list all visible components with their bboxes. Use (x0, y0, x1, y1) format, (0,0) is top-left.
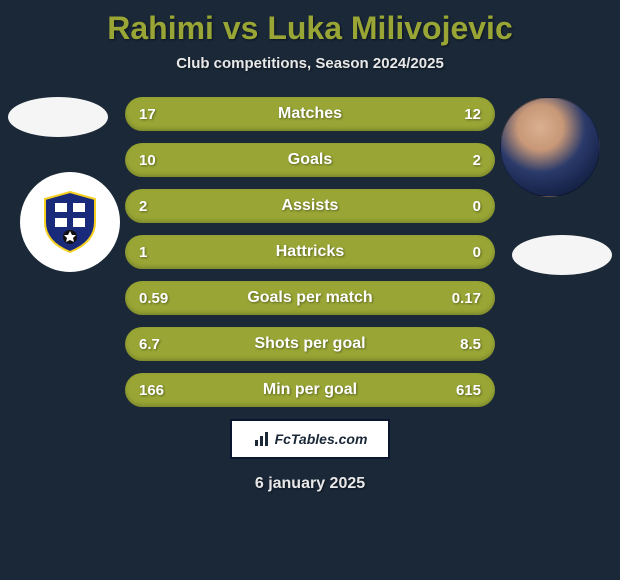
stat-label: Goals per match (125, 289, 495, 307)
comparison-container: 17 Matches 12 10 Goals 2 2 Assists 0 1 H… (0, 97, 620, 407)
player-right-club-logo-placeholder (512, 235, 612, 275)
stat-label: Min per goal (125, 381, 495, 399)
stat-left-value: 10 (139, 152, 156, 169)
stat-right-value: 0.17 (452, 290, 481, 307)
stat-right-value: 8.5 (460, 336, 481, 353)
stat-label: Matches (125, 105, 495, 123)
bar-chart-icon (253, 430, 271, 448)
comparison-subtitle: Club competitions, Season 2024/2025 (0, 55, 620, 72)
stat-left-value: 166 (139, 382, 164, 399)
shield-icon (35, 187, 105, 257)
stat-left-value: 0.59 (139, 290, 168, 307)
stat-label: Hattricks (125, 243, 495, 261)
stat-label: Assists (125, 197, 495, 215)
stat-label: Goals (125, 151, 495, 169)
footer-date: 6 january 2025 (0, 475, 620, 493)
stat-right-value: 0 (473, 198, 481, 215)
player-left-club-logo (20, 172, 120, 272)
stat-left-value: 6.7 (139, 336, 160, 353)
stat-left-value: 1 (139, 244, 147, 261)
stat-right-value: 615 (456, 382, 481, 399)
player-right-avatar (500, 97, 600, 197)
stat-row: 166 Min per goal 615 (125, 373, 495, 407)
stat-right-value: 0 (473, 244, 481, 261)
stat-left-value: 2 (139, 198, 147, 215)
player-left-avatar-placeholder (8, 97, 108, 137)
site-logo[interactable]: FcTables.com (230, 419, 390, 459)
site-name: FcTables.com (275, 431, 368, 447)
stat-row: 10 Goals 2 (125, 143, 495, 177)
stat-row: 6.7 Shots per goal 8.5 (125, 327, 495, 361)
stat-row: 2 Assists 0 (125, 189, 495, 223)
comparison-title: Rahimi vs Luka Milivojevic (0, 0, 620, 47)
stat-left-value: 17 (139, 106, 156, 123)
stat-label: Shots per goal (125, 335, 495, 353)
stat-row: 17 Matches 12 (125, 97, 495, 131)
stat-right-value: 12 (464, 106, 481, 123)
stats-bars: 17 Matches 12 10 Goals 2 2 Assists 0 1 H… (125, 97, 495, 407)
stat-right-value: 2 (473, 152, 481, 169)
stat-row: 1 Hattricks 0 (125, 235, 495, 269)
stat-row: 0.59 Goals per match 0.17 (125, 281, 495, 315)
